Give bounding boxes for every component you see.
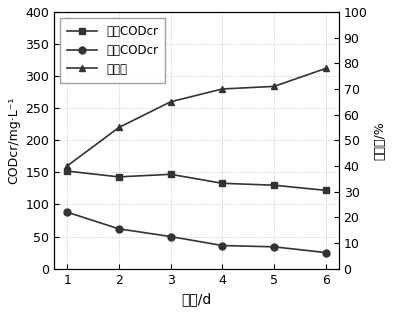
出水CODcr: [220, 244, 225, 247]
去除率: [220, 87, 225, 91]
进水CODcr: [65, 169, 70, 173]
去除率: [65, 164, 70, 168]
Line: 进水CODcr: 进水CODcr: [64, 168, 329, 194]
Legend: 进水CODcr, 出水CODcr, 去除率: 进水CODcr, 出水CODcr, 去除率: [60, 18, 165, 83]
进水CODcr: [220, 182, 225, 185]
Y-axis label: CODcr/mg·L⁻¹: CODcr/mg·L⁻¹: [7, 97, 20, 184]
出水CODcr: [323, 251, 328, 254]
进水CODcr: [272, 183, 276, 187]
去除率: [168, 100, 173, 104]
去除率: [323, 67, 328, 70]
Y-axis label: 去除率/%: 去除率/%: [373, 121, 386, 160]
进水CODcr: [168, 172, 173, 176]
进水CODcr: [323, 188, 328, 192]
Line: 去除率: 去除率: [64, 65, 329, 169]
去除率: [117, 126, 121, 129]
Line: 出水CODcr: 出水CODcr: [64, 209, 329, 256]
出水CODcr: [272, 245, 276, 249]
去除率: [272, 85, 276, 88]
X-axis label: 时间/d: 时间/d: [182, 292, 211, 306]
进水CODcr: [117, 175, 121, 179]
出水CODcr: [65, 210, 70, 214]
出水CODcr: [117, 227, 121, 231]
出水CODcr: [168, 235, 173, 239]
